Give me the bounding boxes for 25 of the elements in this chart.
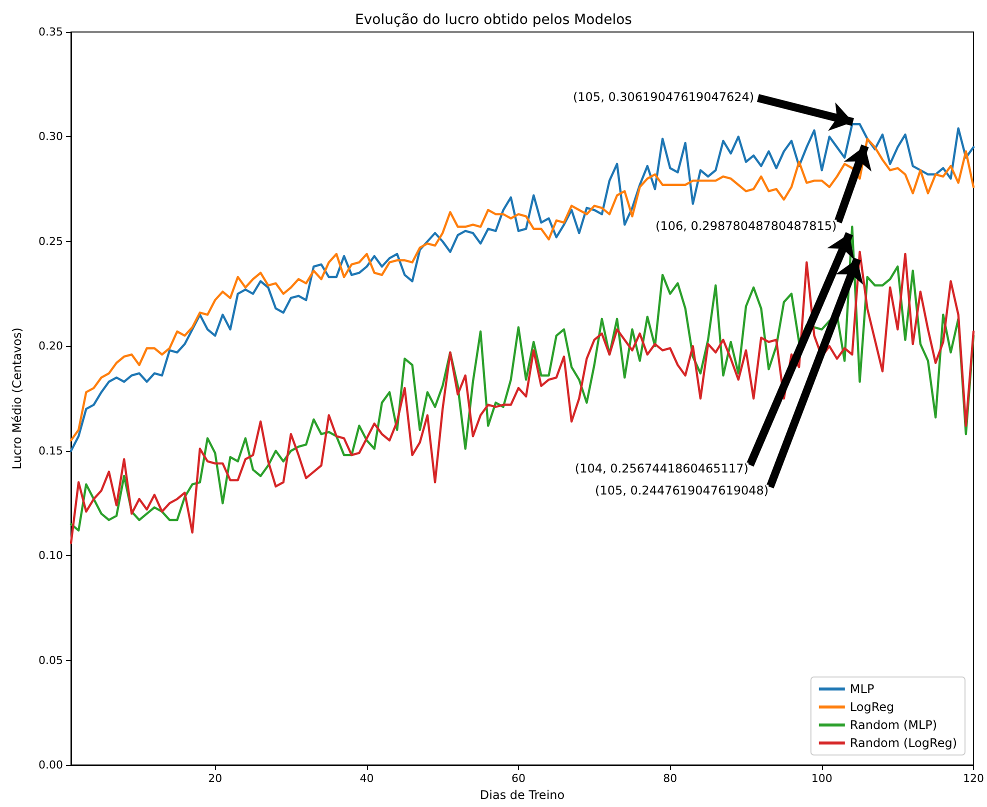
x-tick-label: 20 <box>208 772 222 785</box>
annotation: (105, 0.2447619047619048) <box>595 484 769 498</box>
y-tick-label: 0.25 <box>38 234 63 248</box>
y-tick-label: 0.35 <box>38 26 63 38</box>
chart-title: Evolução do lucro obtido pelos Modelos <box>355 12 632 28</box>
legend-label: MLP <box>850 682 874 696</box>
x-tick-label: 80 <box>663 772 678 785</box>
annotation: (104, 0.2567441860465117) <box>574 462 748 476</box>
x-tick-label: 60 <box>511 772 526 785</box>
y-tick-label: 0.15 <box>38 444 63 458</box>
y-tick-label: 0.10 <box>38 549 63 562</box>
legend-label: Random (MLP) <box>850 718 938 732</box>
x-tick-label: 120 <box>963 772 984 785</box>
y-tick-label: 0.30 <box>38 130 63 144</box>
y-tick-label: 0.20 <box>38 340 63 353</box>
y-axis-title: Lucro Médio (Centavos) <box>10 328 24 470</box>
legend-label: LogReg <box>850 700 894 714</box>
x-tick-label: 40 <box>360 772 374 785</box>
y-tick-label: 0.00 <box>38 758 63 772</box>
x-axis-title: Dias de Treino <box>480 788 565 802</box>
annotation: (106, 0.29878048780487815) <box>656 218 837 233</box>
y-tick-label: 0.05 <box>38 654 63 667</box>
legend-label: Random (LogReg) <box>850 736 957 750</box>
annotation: (105, 0.30619047619047624) <box>572 90 754 104</box>
x-tick-label: 100 <box>811 772 832 785</box>
